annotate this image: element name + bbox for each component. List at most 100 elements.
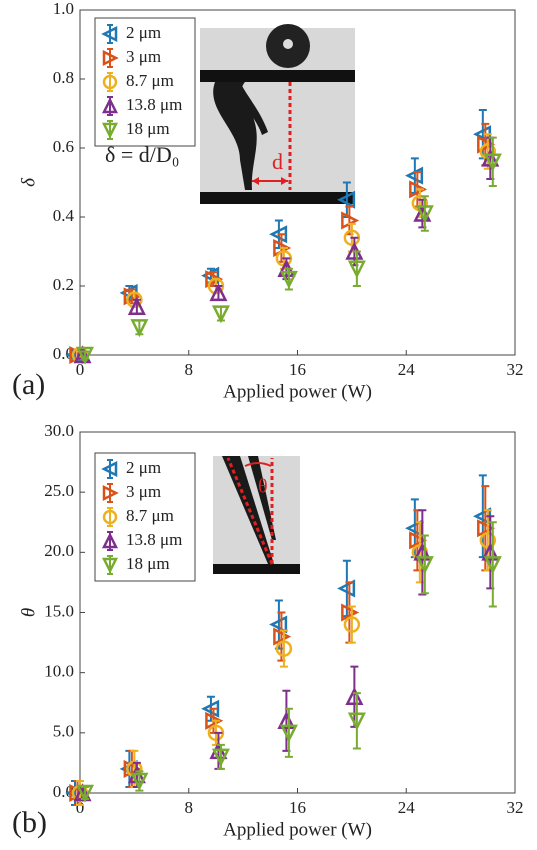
marker: [337, 190, 356, 209]
legend-errorbar: [107, 24, 113, 44]
marker: [123, 759, 142, 778]
panel-label: (a): [12, 368, 45, 401]
x-tick-label: 24: [398, 360, 416, 379]
marker: [347, 712, 366, 731]
marker: [415, 205, 434, 224]
y-tick-label: 0.6: [53, 137, 74, 156]
error-bar: [488, 136, 497, 187]
y-tick-label: 0.0: [53, 344, 74, 363]
marker: [126, 291, 143, 309]
legend-label: 2 μm: [126, 458, 161, 477]
error-bar: [420, 195, 429, 232]
marker: [483, 153, 502, 172]
marker: [269, 225, 288, 244]
error-bar: [420, 534, 429, 595]
x-tick-label: 0: [76, 360, 85, 379]
marker: [275, 640, 293, 657]
legend-errorbar: [107, 96, 113, 116]
error-bar: [284, 707, 293, 758]
legend-marker: [102, 74, 118, 90]
y-tick-label: 20.0: [44, 541, 74, 560]
error-bar: [488, 521, 497, 608]
y-tick-label: 1.0: [53, 0, 74, 18]
x-tick-label: 8: [185, 798, 194, 817]
error-bar: [352, 250, 361, 287]
marker: [481, 542, 500, 561]
error-bar: [347, 605, 356, 644]
error-bar: [279, 629, 288, 668]
marker: [75, 784, 95, 803]
marker: [341, 603, 360, 622]
marker: [409, 180, 428, 199]
marker: [415, 556, 434, 575]
legend-label: 8.7 μm: [126, 506, 174, 525]
legend-label: 13.8 μm: [126, 95, 182, 114]
marker: [127, 296, 146, 315]
y-tick-label: 0.4: [53, 206, 75, 225]
x-tick-label: 32: [507, 798, 524, 817]
x-axis-label: Applied power (W): [223, 381, 372, 402]
y-tick-label: 15.0: [44, 601, 74, 620]
marker: [211, 748, 230, 767]
legend-errorbar: [107, 483, 113, 503]
inset-photo-a: [200, 24, 355, 204]
x-tick-label: 16: [289, 798, 306, 817]
x-tick-label: 32: [507, 360, 524, 379]
marker: [126, 760, 143, 778]
marker: [479, 143, 497, 160]
marker: [409, 531, 428, 550]
error-bar: [418, 509, 427, 596]
y-tick-label: 30.0: [44, 421, 74, 440]
x-tick-label: 8: [185, 360, 194, 379]
legend-errorbar: [107, 459, 113, 479]
marker: [413, 542, 432, 561]
y-tick-label: 25.0: [44, 481, 74, 500]
marker: [343, 229, 361, 246]
legend-errorbar: [107, 555, 113, 575]
x-tick-label: 0: [76, 798, 85, 817]
marker: [343, 616, 361, 633]
legend-errorbar: [107, 531, 113, 551]
marker: [337, 579, 356, 598]
marker: [279, 724, 298, 743]
legend-errorbar: [107, 72, 113, 92]
marker: [207, 724, 225, 742]
marker: [205, 711, 224, 730]
marker: [275, 250, 293, 267]
marker: [130, 772, 149, 791]
legend-marker: [102, 509, 118, 525]
legend-label: 18 μm: [126, 119, 170, 138]
marker: [483, 556, 502, 575]
marker: [273, 627, 292, 646]
y-axis-label: δ: [18, 177, 39, 187]
y-tick-label: 10.0: [44, 662, 74, 681]
marker: [211, 305, 230, 324]
inset-photo-b: [213, 456, 300, 574]
marker: [207, 277, 225, 295]
marker: [413, 203, 432, 222]
panel-label: (b): [12, 806, 47, 839]
y-tick-label: 0.2: [53, 275, 74, 294]
marker: [279, 270, 298, 289]
legend-errorbar: [107, 48, 113, 68]
marker: [205, 270, 224, 289]
marker: [477, 135, 496, 154]
legend-errorbar: [107, 507, 113, 527]
marker: [269, 615, 288, 634]
y-tick-label: 0.8: [53, 68, 74, 87]
y-axis-label: θ: [18, 608, 39, 617]
y-tick-label: 0.0: [53, 782, 74, 801]
legend-label: 8.7 μm: [126, 71, 174, 90]
annotation: θ: [258, 476, 268, 498]
marker: [209, 283, 228, 302]
legend-label: 13.8 μm: [126, 530, 182, 549]
legend-errorbar: [107, 120, 113, 140]
marker: [479, 532, 497, 549]
marker: [347, 260, 366, 279]
legend-label: 3 μm: [126, 482, 161, 501]
marker: [201, 699, 220, 718]
legend-label: 18 μm: [126, 554, 170, 573]
legend-label: 2 μm: [126, 23, 161, 42]
x-tick-label: 24: [398, 798, 416, 817]
